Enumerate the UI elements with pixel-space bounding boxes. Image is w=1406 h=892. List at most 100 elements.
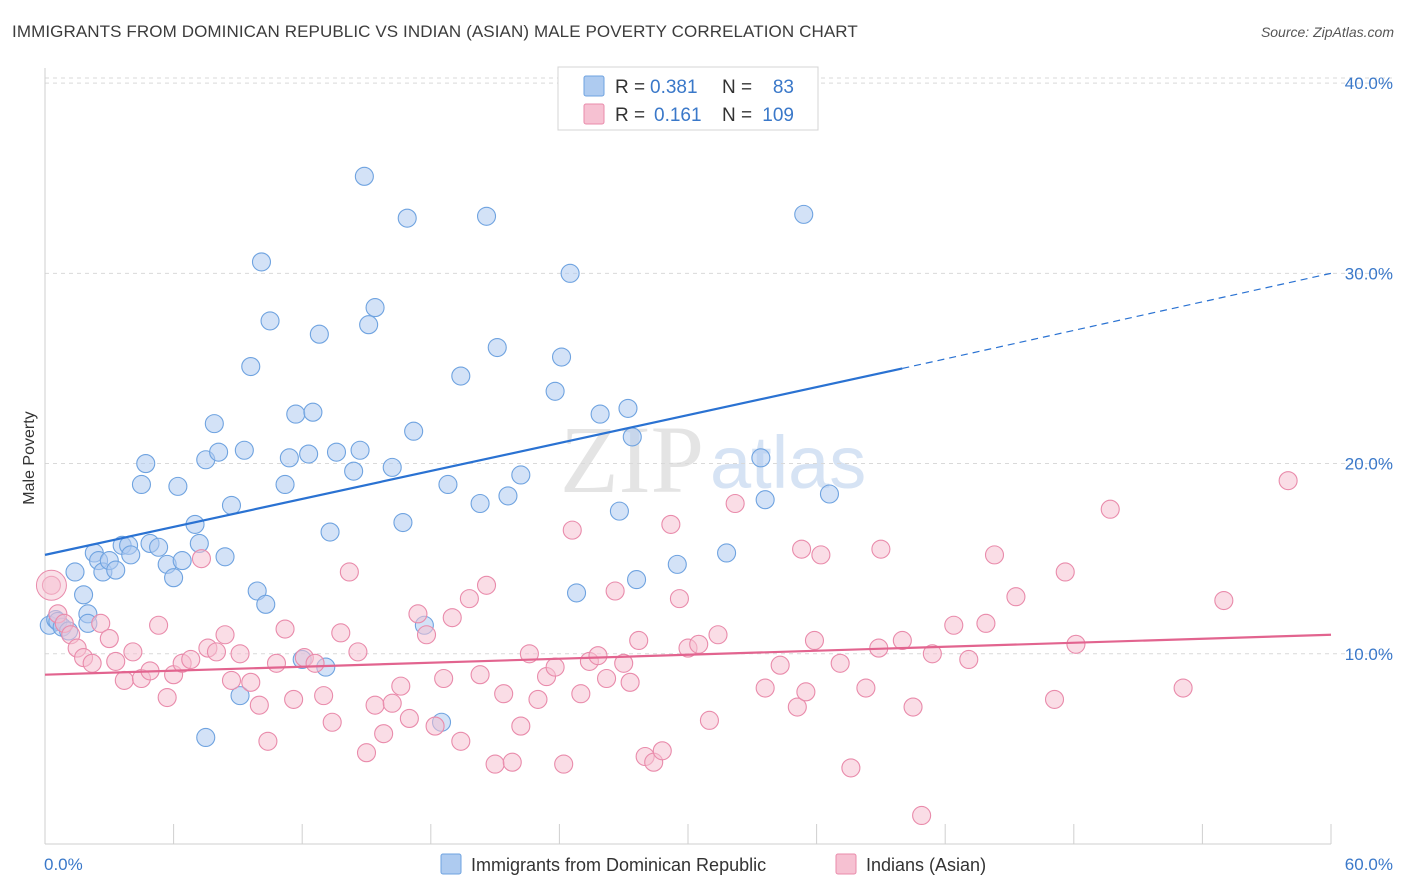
- point-indian: [502, 752, 522, 772]
- point-indian: [588, 646, 608, 666]
- point-dominican: [551, 347, 572, 367]
- point-dominican: [511, 465, 531, 485]
- point-dominican: [106, 560, 126, 580]
- point-indian: [1006, 587, 1026, 607]
- point-indian: [476, 575, 497, 595]
- point-indian: [792, 539, 812, 559]
- point-dominican: [487, 337, 507, 358]
- point-indian: [382, 693, 402, 713]
- legend-n-label-pink: N =: [722, 105, 752, 126]
- point-dominican: [303, 402, 323, 422]
- point-indian: [597, 668, 617, 689]
- point-indian: [856, 678, 876, 698]
- point-indian: [629, 630, 649, 651]
- point-indian: [804, 630, 825, 651]
- series-legend: Immigrants from Dominican Republic India…: [440, 853, 986, 875]
- point-dominican: [74, 585, 94, 605]
- point-dominican: [627, 570, 647, 590]
- point-indian: [1214, 590, 1234, 611]
- point-indian: [451, 731, 471, 751]
- point-indian: [106, 651, 126, 671]
- point-indian: [912, 805, 932, 826]
- watermark-zip: ZIP: [560, 406, 704, 513]
- point-dominican: [172, 551, 192, 571]
- point-dominican: [149, 537, 169, 557]
- point-dominican: [755, 490, 775, 510]
- point-dominican: [196, 727, 216, 748]
- point-indian: [123, 642, 143, 662]
- point-indian: [149, 615, 169, 635]
- point-indian: [374, 724, 394, 744]
- point-dominican: [365, 298, 385, 318]
- point-dominican: [451, 366, 471, 386]
- point-indian: [494, 684, 514, 704]
- point-dominican: [609, 501, 629, 521]
- point-indian: [266, 653, 287, 673]
- point-indian: [181, 649, 201, 670]
- point-indian: [322, 712, 342, 732]
- point-dominican: [498, 486, 518, 506]
- point-indian: [841, 758, 861, 778]
- point-indian: [1100, 499, 1120, 519]
- chart-title: IMMIGRANTS FROM DOMINICAN REPUBLIC VS IN…: [12, 22, 858, 41]
- point-dominican: [794, 204, 814, 224]
- point-indian: [944, 615, 964, 635]
- point-indian: [511, 716, 531, 736]
- legend-n-label-blue: N =: [722, 77, 752, 98]
- point-dominican: [667, 554, 687, 574]
- x-tick-label-max: 60.0%: [1345, 855, 1393, 874]
- point-dominican: [299, 444, 319, 464]
- point-indian: [892, 630, 912, 651]
- point-indian: [314, 686, 334, 706]
- legend-n-value-blue: 83: [773, 77, 794, 98]
- point-indian: [99, 629, 119, 649]
- point-dominican: [350, 440, 370, 460]
- watermark-atlas: atlas: [710, 421, 866, 504]
- trend-line-indian: [44, 633, 1332, 676]
- point-dominican: [136, 454, 156, 474]
- point-indian: [275, 619, 295, 639]
- point-dominican: [382, 457, 402, 477]
- legend-r-label-pink: R =: [615, 105, 645, 126]
- point-dominican: [209, 442, 229, 462]
- point-indian: [241, 672, 261, 692]
- point-dominican: [819, 484, 840, 504]
- point-indian: [191, 549, 212, 569]
- point-indian: [470, 665, 490, 685]
- point-indian: [408, 604, 428, 624]
- point-indian: [114, 670, 134, 690]
- point-indian: [545, 657, 565, 677]
- point-indian: [830, 653, 850, 673]
- legend-n-value-pink: 109: [762, 105, 794, 126]
- y-tick-label-10: 10.0%: [1345, 645, 1393, 664]
- point-dominican: [256, 594, 276, 614]
- point-indian: [519, 644, 539, 664]
- point-indian: [1044, 689, 1065, 709]
- point-indian: [976, 613, 996, 633]
- point-dominican: [560, 263, 580, 283]
- point-indian: [1066, 634, 1086, 654]
- point-indian: [984, 545, 1005, 565]
- point-indian: [1278, 471, 1298, 491]
- legend-swatch-blue: [583, 75, 605, 97]
- point-indian: [528, 689, 548, 709]
- point-dominican: [438, 474, 458, 495]
- point-dominican: [618, 398, 638, 418]
- series-legend-label-pink: Indians (Asian): [866, 855, 986, 875]
- point-indian: [787, 697, 807, 717]
- point-dominican: [230, 686, 250, 706]
- point-dominican: [131, 474, 151, 495]
- point-indian: [356, 743, 377, 763]
- series-legend-label-blue: Immigrants from Dominican Republic: [471, 855, 766, 875]
- axes: [44, 68, 1332, 845]
- point-indian: [811, 545, 831, 565]
- point-indian: [661, 514, 681, 534]
- point-indian: [796, 682, 816, 702]
- x-tick-label-min: 0.0%: [44, 855, 83, 874]
- point-indian: [708, 625, 728, 645]
- point-dominican: [65, 562, 85, 582]
- point-dominican: [204, 414, 224, 434]
- point-indian: [562, 520, 582, 540]
- point-dominican: [164, 568, 184, 588]
- point-indian: [391, 676, 411, 696]
